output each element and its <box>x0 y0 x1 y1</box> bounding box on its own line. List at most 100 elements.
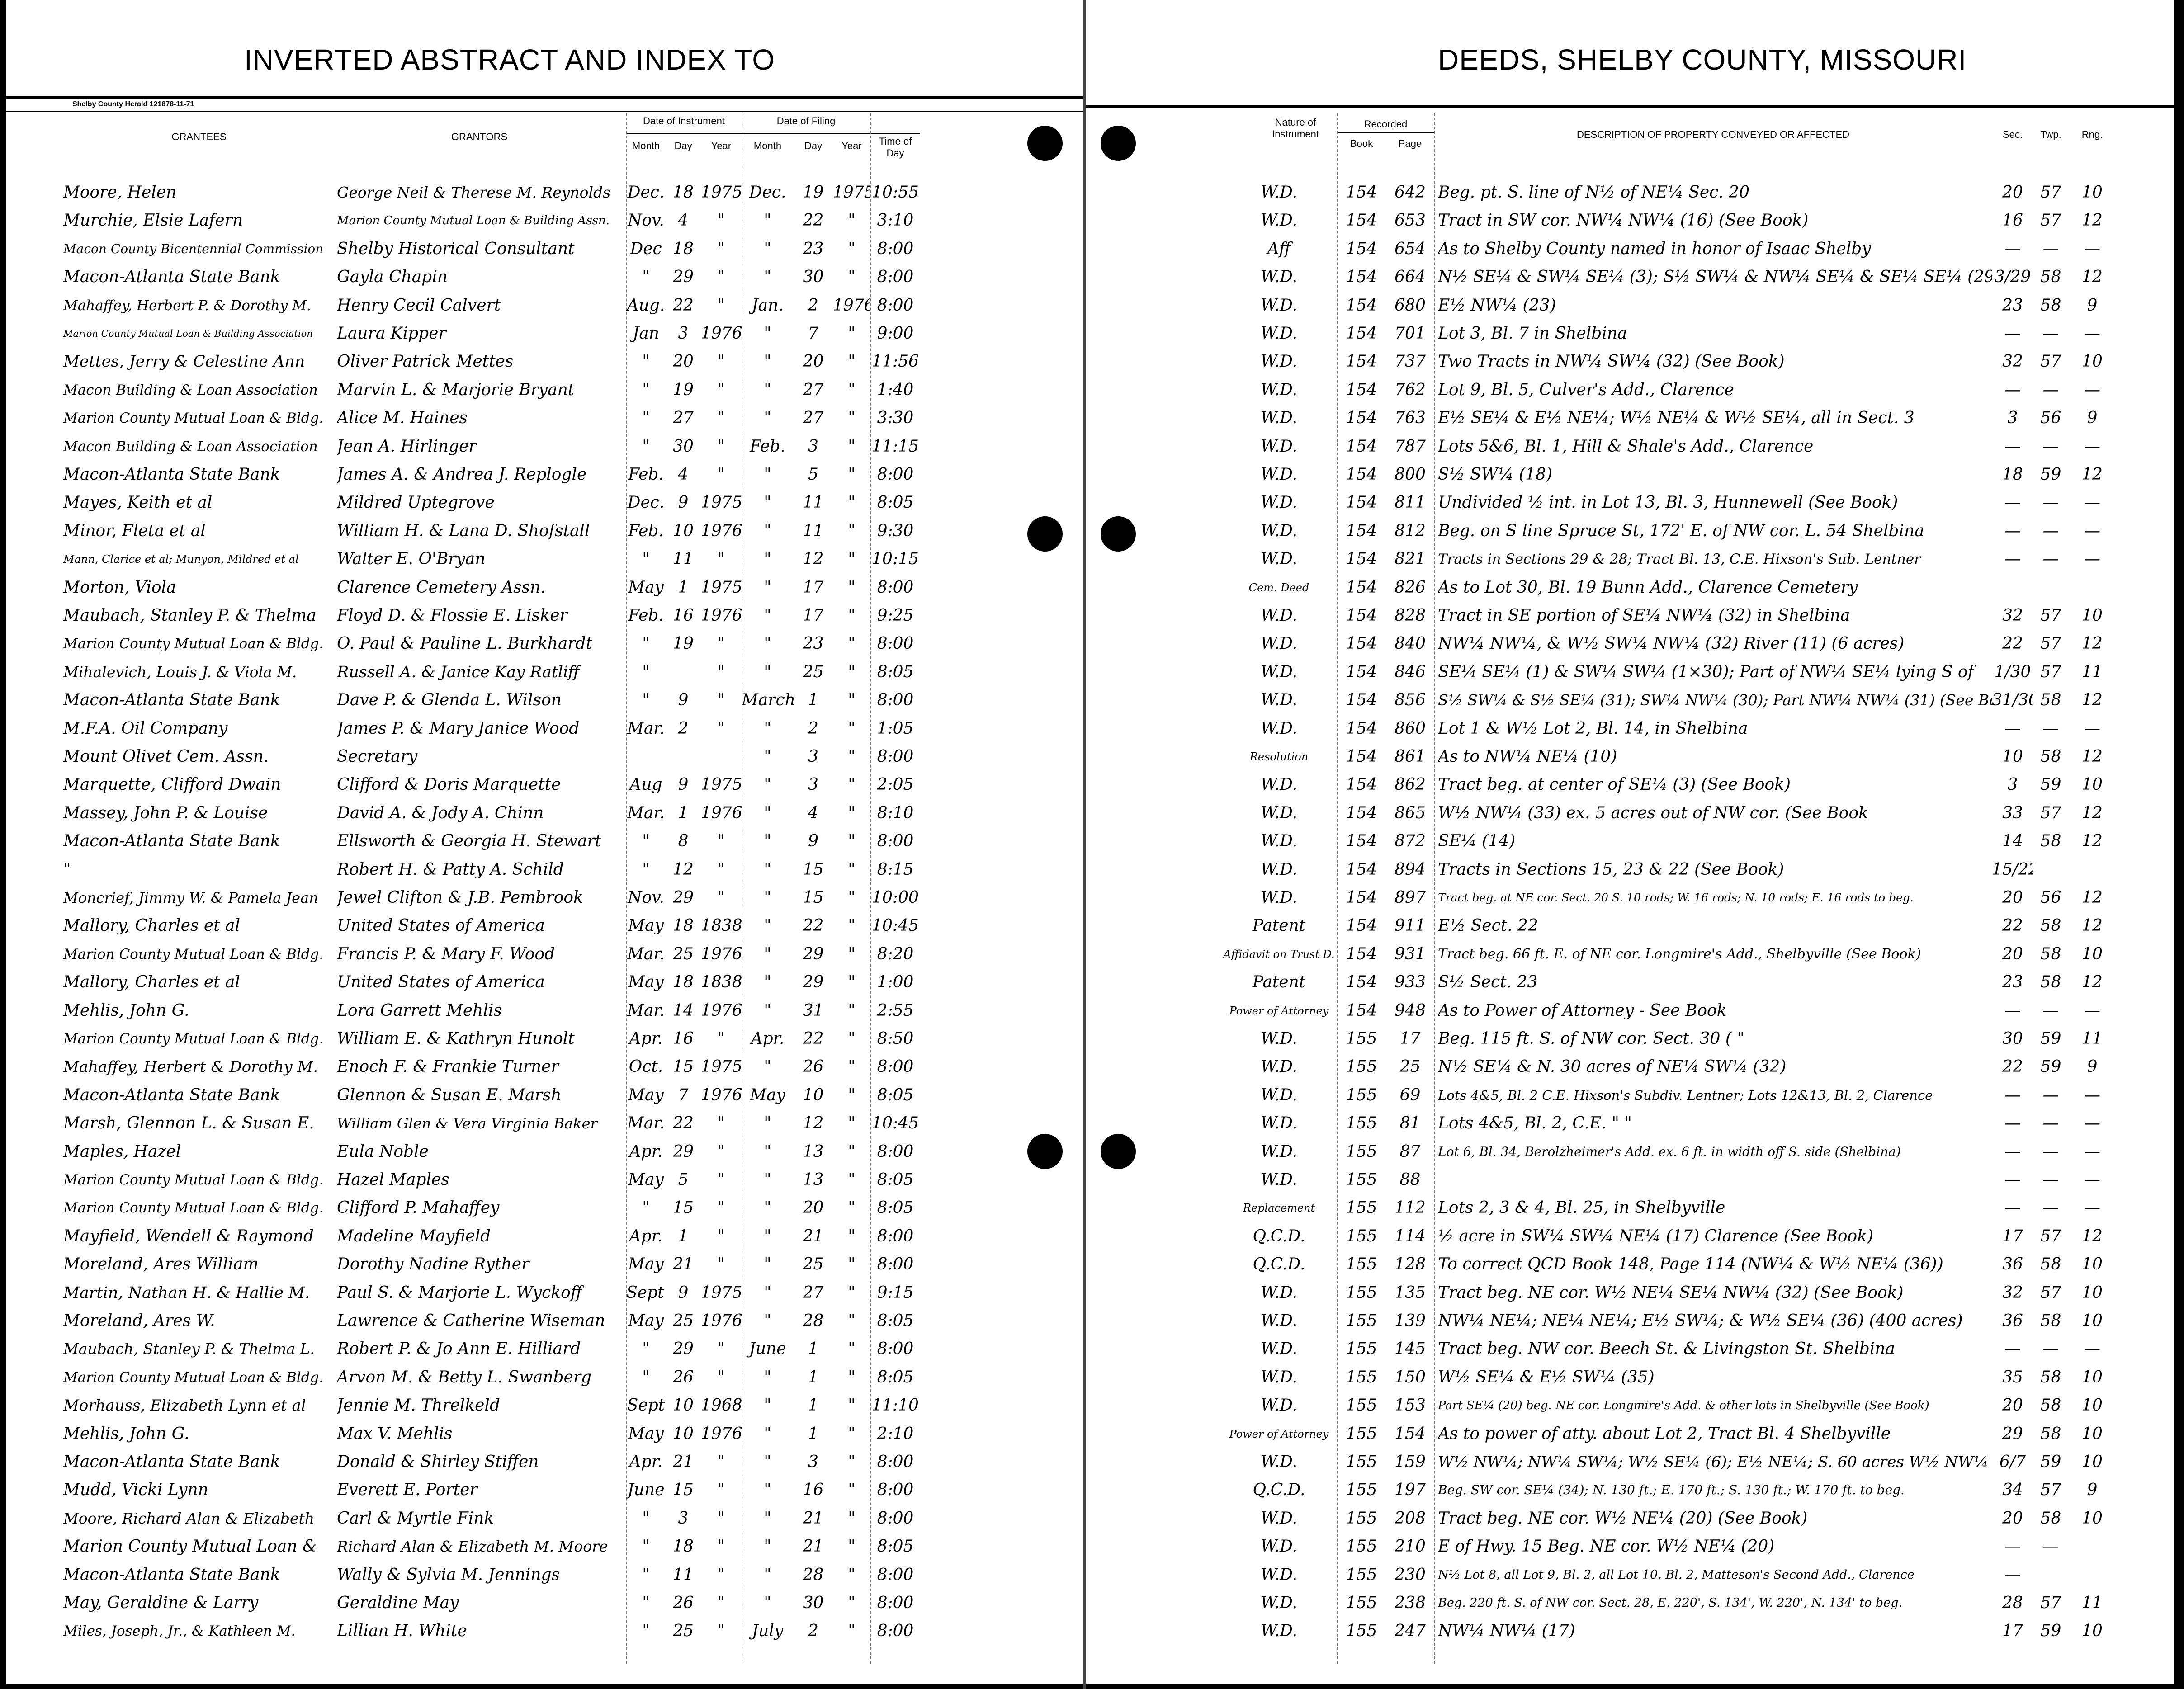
filing-day-cell: 4 <box>808 803 818 822</box>
range-cell: 10 <box>2082 1622 2103 1641</box>
description-cell: Beg. 115 ft. S. of NW cor. Sect. 30 ( " <box>1438 1029 1744 1048</box>
filing-month-cell: " <box>764 916 771 935</box>
range-cell: 12 <box>2082 747 2103 766</box>
instrument-day-cell <box>666 743 701 771</box>
filing-year-cell: " <box>848 1565 856 1584</box>
range-cell: — <box>2084 1085 2100 1104</box>
grantee-cell: Marion County Mutual Loan & Bldg. <box>63 1031 324 1047</box>
range-cell: 11 <box>2082 662 2103 681</box>
township-cell: 56 <box>2040 409 2061 428</box>
range-cell: — <box>2084 437 2100 456</box>
grantee-cell: Marion County Mutual Loan & Bldg. <box>63 1172 324 1188</box>
filing-day-cell: 7 <box>808 324 818 343</box>
page-cell: 828 <box>1395 606 1426 625</box>
township-cell: 58 <box>2040 1255 2061 1274</box>
range-cell: 10 <box>2082 606 2103 625</box>
filing-year-cell: " <box>848 860 856 879</box>
description-cell: NW¼ NW¼ (17) <box>1438 1622 1575 1641</box>
header-date-of-instrument: Date of Instrument <box>643 115 725 127</box>
township-cell: 57 <box>2040 606 2061 625</box>
time-of-day-cell: 3:10 <box>877 211 914 230</box>
description-cell: Beg. 220 ft. S. of NW cor. Sect. 28, E. … <box>1438 1596 1903 1610</box>
section-cell: 29 <box>2002 1424 2023 1443</box>
nature-of-instrument-cell: W.D. <box>1260 296 1298 315</box>
book-cell: 155 <box>1346 1029 1377 1048</box>
township-cell: — <box>2042 380 2059 399</box>
nature-of-instrument-cell: W.D. <box>1260 1340 1298 1359</box>
filing-day-cell: 17 <box>803 578 824 597</box>
filing-day-cell: 11 <box>803 521 824 540</box>
instrument-day-cell: 10 <box>673 1396 694 1415</box>
grantor-cell: Gayla Chapin <box>337 268 448 287</box>
township-cell: 58 <box>2040 296 2061 315</box>
instrument-year-cell: " <box>717 296 725 315</box>
binder-hole <box>1027 1134 1063 1169</box>
instrument-day-cell <box>666 658 701 686</box>
page-cell: 25 <box>1399 1057 1421 1076</box>
instrument-day-cell: 19 <box>673 634 694 653</box>
filing-month-cell: " <box>764 1565 771 1584</box>
page-cell: 811 <box>1395 493 1426 512</box>
instrument-month-cell: " <box>642 352 650 371</box>
instrument-day-cell: 18 <box>673 916 694 935</box>
instrument-month-cell: Mar. <box>627 803 665 822</box>
filing-day-cell: 20 <box>803 352 824 371</box>
description-cell: NW¼ NE¼; NE¼ NE¼; E½ SW¼; & W½ SE¼ (36) … <box>1438 1312 1963 1330</box>
page-cell: 812 <box>1395 521 1426 540</box>
grantor-cell: Lawrence & Catherine Wiseman <box>337 1312 605 1330</box>
grantee-cell: Marion County Mutual Loan & Building Ass… <box>63 328 313 339</box>
grantor-cell: Robert H. & Patty A. Schild <box>337 860 564 879</box>
filing-year-cell: " <box>848 803 856 822</box>
book-cell: 155 <box>1346 1057 1377 1076</box>
grantor-cell: Russell A. & Janice Kay Ratliff <box>337 663 580 681</box>
filing-day-cell: 21 <box>803 1227 824 1246</box>
section-cell: — <box>2004 1114 2021 1133</box>
filing-day-cell: 20 <box>803 1198 824 1217</box>
page-cell: 88 <box>1399 1170 1421 1189</box>
book-cell: 154 <box>1346 268 1377 287</box>
filing-day-cell: 27 <box>803 380 824 399</box>
header-nature-of-instrument: Nature of Instrument <box>1272 117 1319 140</box>
grantor-cell: Clifford P. Mahaffey <box>337 1198 500 1217</box>
grantee-cell: Macon-Atlanta State Bank <box>63 691 280 710</box>
grantee-cell: Minor, Fleta et al <box>63 521 206 540</box>
nature-of-instrument-cell: Aff <box>1267 239 1291 258</box>
grantee-cell: Moore, Helen <box>63 183 177 202</box>
page-cell: 737 <box>1395 352 1426 371</box>
instrument-year-cell: " <box>717 211 725 230</box>
instrument-day-cell: 4 <box>678 211 689 230</box>
instrument-month-cell: Feb. <box>628 465 664 484</box>
nature-of-instrument-cell: W.D. <box>1260 662 1298 681</box>
instrument-year-cell: 1975 <box>701 1057 742 1076</box>
instrument-month-cell: Mar. <box>627 1001 665 1020</box>
instrument-year-cell: " <box>717 1537 725 1556</box>
time-of-day-cell: 8:00 <box>877 1565 914 1584</box>
township-cell: 58 <box>2040 1509 2061 1528</box>
instrument-year-cell: 1968 <box>701 1396 742 1415</box>
filing-year-cell: " <box>848 1312 856 1330</box>
range-cell: 12 <box>2082 973 2103 992</box>
instrument-month-cell: " <box>642 832 650 851</box>
filing-month-cell: " <box>764 803 771 822</box>
time-of-day-cell: 8:05 <box>877 1170 914 1189</box>
time-of-day-cell: 8:00 <box>877 1057 914 1076</box>
instrument-day-cell: 14 <box>673 1001 694 1020</box>
range-cell: 10 <box>2082 775 2103 794</box>
range-cell: 9 <box>2087 409 2098 428</box>
nature-of-instrument-cell: Replacement <box>1243 1202 1315 1215</box>
grantee-cell: Marquette, Clifford Dwain <box>63 775 281 794</box>
township-cell: 58 <box>2040 1424 2061 1443</box>
binder-hole <box>1027 126 1063 161</box>
description-cell: N½ SE¼ & N. 30 acres of NE¼ SW¼ (32) <box>1438 1057 1787 1076</box>
range-cell: 10 <box>2082 1453 2103 1471</box>
section-cell: — <box>2004 380 2021 399</box>
filing-year-cell: " <box>848 1594 856 1612</box>
time-of-day-cell: 11:15 <box>872 437 919 456</box>
range-cell: 10 <box>2082 1368 2103 1387</box>
filing-day-cell: 15 <box>803 860 824 879</box>
range-cell: 10 <box>2082 944 2103 963</box>
page-cell: 897 <box>1395 888 1426 907</box>
grantee-cell: Macon-Atlanta State Bank <box>63 1565 280 1584</box>
time-of-day-cell: 10:45 <box>872 1114 919 1133</box>
instrument-day-cell: 18 <box>673 973 694 992</box>
